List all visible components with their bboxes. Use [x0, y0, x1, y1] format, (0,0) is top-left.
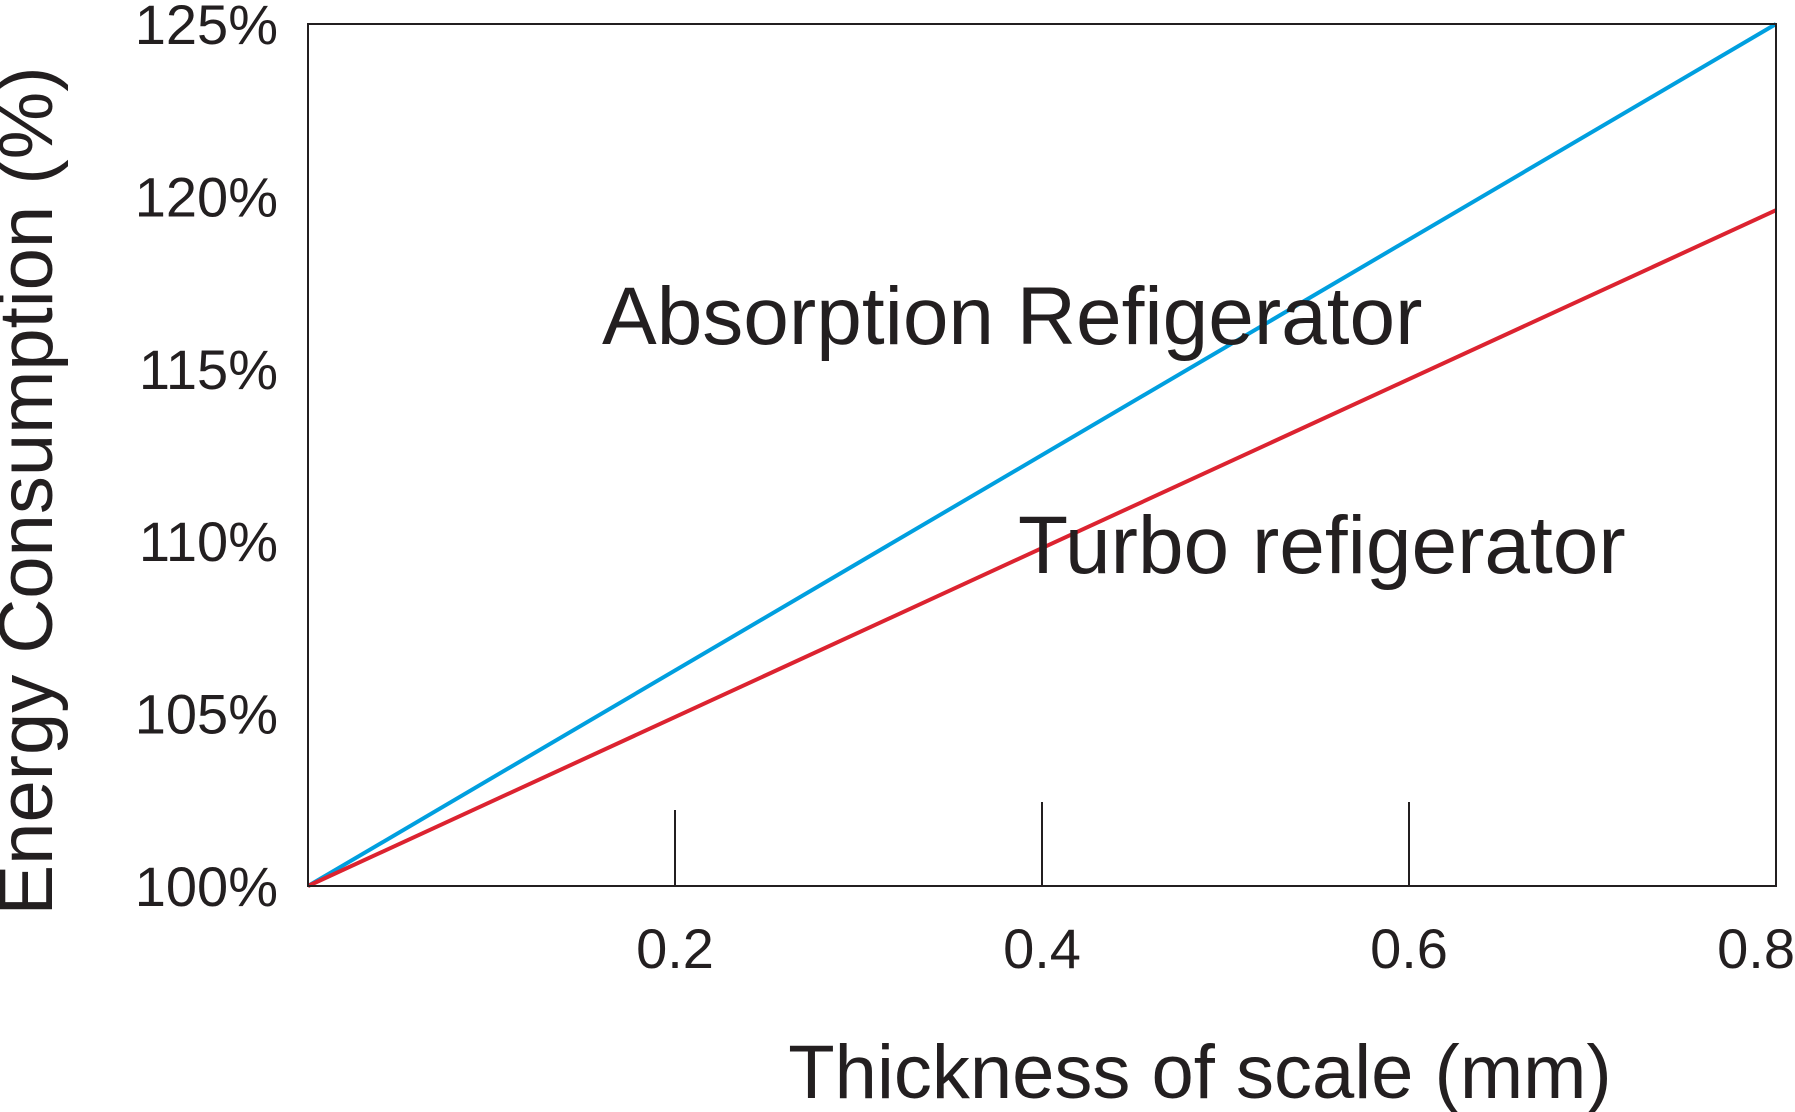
tick-mark-layer — [674, 802, 1410, 886]
series-labels: Absorption Refigerator Turbo refigerator — [602, 271, 1626, 591]
x-tick-labels: 0.2 0.4 0.6 0.8 — [636, 917, 1795, 980]
x-tick-label: 0.2 — [636, 917, 714, 980]
y-tick-label: 110% — [139, 510, 278, 573]
y-tick-label: 105% — [135, 683, 278, 746]
x-axis-title: Thickness of scale (mm) — [788, 1030, 1612, 1112]
y-tick-label: 100% — [135, 855, 278, 918]
x-tick-label: 0.8 — [1717, 917, 1795, 980]
y-axis-title: Energy Consumption (%) — [0, 66, 69, 915]
x-tick-label: 0.6 — [1370, 917, 1448, 980]
series-layer — [306, 22, 1778, 888]
y-tick-labels: 100% 105% 110% 115% 120% 125% — [135, 0, 278, 918]
series-line-turbo — [307, 208, 1777, 888]
x-tick-label: 0.4 — [1003, 917, 1081, 980]
y-tick-label: 115% — [139, 338, 278, 401]
plot-area-frame — [307, 23, 1777, 887]
y-tick-label: 125% — [135, 0, 278, 56]
series-label-turbo: Turbo refigerator — [1018, 500, 1626, 591]
series-line-absorption — [306, 22, 1778, 888]
series-label-absorption: Absorption Refigerator — [602, 271, 1422, 362]
y-tick-label: 120% — [135, 165, 278, 228]
